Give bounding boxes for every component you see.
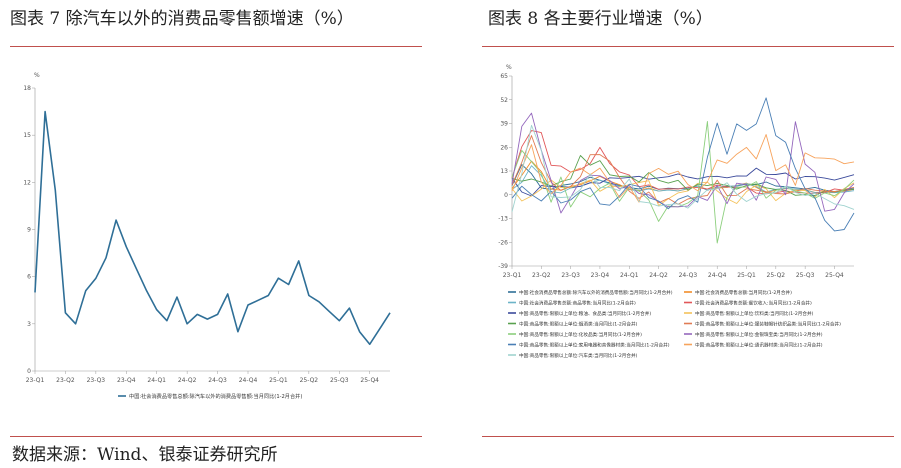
x-tick-label: 24-Q3	[679, 272, 698, 279]
left-y-unit: %	[34, 72, 40, 79]
x-tick-label: 24-Q4	[239, 377, 258, 384]
legend-label: 中国:社会消费品零售总额:除汽车以外的消费品零售额:当月同比(1-2月合并)	[519, 289, 673, 296]
x-tick-label: 25-Q4	[360, 377, 379, 384]
y-tick-label: 0	[504, 192, 508, 199]
x-tick-label: 23-Q1	[503, 272, 522, 279]
series-line-13	[511, 124, 855, 213]
series-line-10	[511, 112, 855, 214]
x-tick-label: 24-Q1	[620, 272, 639, 279]
x-tick-label: 23-Q2	[532, 272, 551, 279]
x-tick-label: 25-Q1	[737, 272, 756, 279]
x-tick-label: 25-Q2	[300, 377, 319, 384]
y-tick-label: 39	[500, 121, 508, 128]
left-chart-title: 图表 7 除汽车以外的消费品零售额增速（%）	[10, 9, 354, 29]
left-title-rule	[10, 46, 422, 47]
y-tick-label: -26	[498, 239, 508, 246]
legend-label: 中国:商品零售:限额以上单位:化妆品类:当月同比(1-2月合并)	[519, 331, 642, 338]
legend-label: 中国:社会消费品零售总额:商品零售:当月同比(1-2月合并)	[519, 300, 636, 307]
legend-label: 中国:商品零售:限额以上单位:烟酒类:当月同比(1-2月合并)	[519, 321, 638, 328]
y-tick-label: 26	[500, 144, 508, 151]
x-tick-label: 23-Q4	[117, 377, 136, 384]
y-tick-label: 18	[23, 85, 31, 92]
legend-label: 中国:商品零售:限额以上单位:汽车类:当月同比(1-2月合并)	[519, 352, 638, 359]
x-tick-label: 25-Q1	[269, 377, 288, 384]
y-tick-label: 3	[27, 321, 31, 328]
y-tick-label: 6	[27, 274, 31, 281]
legend-label: 中国:商品零售:限额以上单位:饮料类:当月同比(1-2月合并)	[695, 310, 814, 317]
x-tick-label: 25-Q3	[796, 272, 815, 279]
series-line-12	[511, 134, 855, 203]
x-tick-label: 25-Q3	[330, 377, 349, 384]
legend-label: 中国:商品零售:限额以上单位:通讯器材类:当月同比(1-2月合并)	[695, 342, 823, 349]
series-line-8	[511, 135, 855, 205]
y-tick-label: 15	[23, 132, 31, 139]
y-tick-label: 52	[500, 97, 508, 104]
x-tick-label: 24-Q2	[178, 377, 197, 384]
right-chart-title: 图表 8 各主要行业增速（%）	[488, 9, 713, 29]
x-tick-label: 25-Q2	[767, 272, 786, 279]
x-tick-label: 24-Q1	[147, 377, 166, 384]
x-tick-label: 23-Q2	[56, 377, 75, 384]
x-tick-label: 23-Q3	[561, 272, 580, 279]
series-line-11	[511, 97, 855, 232]
legend-label: 中国:商品零售:限额以上单位:粮油、食品类:当月同比(1-2月合并)	[519, 310, 651, 317]
series-line-1	[34, 110, 391, 346]
right-bottom-rule	[482, 436, 894, 437]
y-tick-label: -39	[498, 263, 508, 270]
x-tick-label: 25-Q4	[825, 272, 844, 279]
y-tick-label: 0	[27, 368, 31, 375]
legend-label: 中国:社会消费品零售总额:除汽车以外的消费品零售额:当月同比(1-2月合并)	[129, 392, 302, 400]
legend-label: 中国:社会消费品零售总额:当月同比(1-2月合并)	[695, 289, 792, 296]
left-line-chart: % 0 3 6 9 12 15 18 23-Q1 23-Q2 23-Q3 23-Q4 24-Q1 24…	[23, 72, 391, 400]
legend-label: 中国:商品零售:限额以上单位:金银珠宝类:当月同比(1-2月合并)	[695, 331, 823, 338]
x-tick-label: 23-Q4	[591, 272, 610, 279]
x-tick-label: 24-Q3	[208, 377, 227, 384]
y-tick-label: 65	[500, 73, 508, 80]
x-tick-label: 23-Q3	[87, 377, 106, 384]
left-bottom-rule	[10, 436, 422, 437]
legend-label: 中国:社会消费品零售总额:餐饮收入:当月同比(1-2月合并)	[695, 300, 812, 307]
series-line-3	[511, 165, 855, 194]
data-source-note: 数据来源：Wind、银泰证券研究所	[12, 445, 278, 465]
x-tick-label: 23-Q1	[26, 377, 45, 384]
series-line-7	[511, 155, 855, 196]
right-y-unit: %	[506, 64, 512, 71]
y-tick-label: 9	[27, 227, 31, 234]
right-title-rule	[482, 46, 894, 47]
series-line-4	[511, 130, 855, 195]
y-tick-label: 13	[500, 168, 508, 175]
x-tick-label: 24-Q4	[708, 272, 727, 279]
legend-label: 中国:商品零售:限额以上单位:家用电器和音像器材类:当月同比(1-2月合并)	[519, 342, 670, 349]
legend-label: 中国:商品零售:限额以上单位:服装鞋帽针纺织品类:当月同比(1-2月合并)	[695, 321, 841, 328]
series-line-9	[511, 121, 855, 244]
right-line-chart: % -39 -26 -13 0 13 26 39 52 65 23-Q1 23-Q2 23-Q3 23…	[498, 64, 855, 359]
y-tick-label: 12	[23, 179, 31, 186]
y-tick-label: -13	[498, 216, 508, 223]
x-tick-label: 24-Q2	[649, 272, 668, 279]
